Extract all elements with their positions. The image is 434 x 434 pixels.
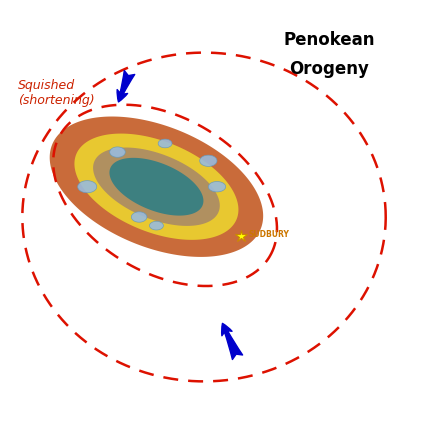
Text: Penokean
Orogeny: Penokean Orogeny — [284, 31, 375, 78]
Polygon shape — [75, 134, 238, 240]
Polygon shape — [158, 139, 172, 148]
Polygon shape — [208, 181, 226, 192]
Text: SUDBURY: SUDBURY — [249, 230, 289, 239]
Polygon shape — [132, 212, 147, 222]
Polygon shape — [109, 158, 204, 216]
Polygon shape — [50, 116, 263, 257]
Polygon shape — [78, 181, 97, 193]
Polygon shape — [150, 221, 163, 230]
Text: Squished
(shortening): Squished (shortening) — [18, 79, 95, 107]
Polygon shape — [200, 155, 217, 166]
Polygon shape — [110, 147, 125, 157]
Polygon shape — [93, 148, 220, 226]
